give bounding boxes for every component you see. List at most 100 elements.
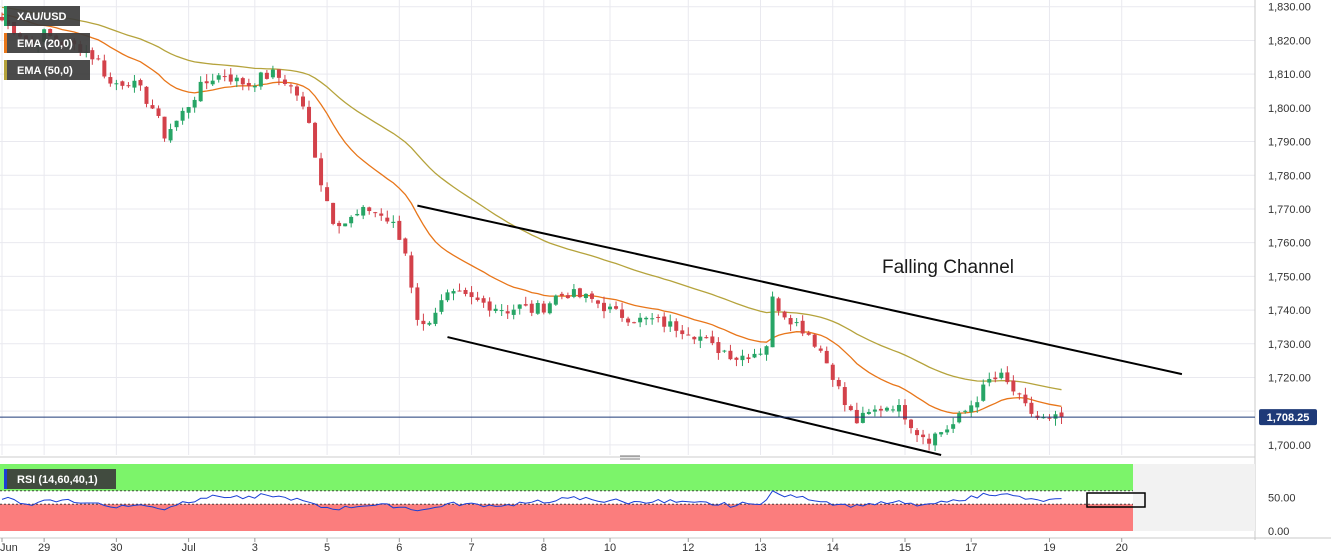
candle-body xyxy=(595,300,600,304)
candle xyxy=(945,425,950,435)
candle xyxy=(156,105,161,119)
candle-body xyxy=(830,364,835,380)
candle xyxy=(890,405,895,413)
candle xyxy=(168,123,173,143)
candle xyxy=(872,405,877,417)
candle-body xyxy=(288,85,293,87)
candle xyxy=(445,289,450,303)
candle-body xyxy=(740,355,745,361)
candle-body xyxy=(90,50,95,60)
candle-body xyxy=(758,353,763,355)
candle xyxy=(824,346,829,364)
candle xyxy=(1053,410,1058,426)
candle xyxy=(927,433,932,451)
candle xyxy=(939,431,944,437)
candle-body xyxy=(156,108,161,116)
candle-body xyxy=(909,419,914,429)
candle xyxy=(656,314,661,323)
candle-body xyxy=(216,75,221,80)
candle-body xyxy=(493,308,498,311)
candle xyxy=(577,287,582,299)
candle-body xyxy=(210,80,215,85)
candle xyxy=(806,330,811,336)
candle xyxy=(222,69,227,82)
panel-resize-handle[interactable] xyxy=(620,455,640,460)
candle xyxy=(361,205,366,220)
candle xyxy=(993,371,998,383)
candle xyxy=(108,72,113,87)
candle xyxy=(523,296,528,307)
candle xyxy=(776,296,781,316)
candle xyxy=(90,47,95,65)
date-tick-label: 13 xyxy=(754,542,766,554)
candle-body xyxy=(939,432,944,435)
candle xyxy=(758,348,763,356)
candle xyxy=(782,310,787,320)
price-tick-label: 1,800.00 xyxy=(1268,103,1311,115)
candle xyxy=(210,73,215,86)
candle xyxy=(921,429,926,445)
candle-body xyxy=(975,402,980,408)
rsi-lower-zone xyxy=(0,504,1133,531)
candle xyxy=(981,379,986,402)
candle xyxy=(439,294,444,315)
candle-body xyxy=(337,222,342,227)
candle xyxy=(288,83,293,94)
candle xyxy=(794,317,799,327)
price-tick-label: 1,720.00 xyxy=(1268,372,1311,384)
date-tick-label: 8 xyxy=(541,542,547,554)
candle xyxy=(282,74,287,86)
candle-body xyxy=(343,223,348,227)
candle-body xyxy=(650,318,655,320)
candle xyxy=(583,293,588,303)
candle xyxy=(626,316,631,327)
candle-body xyxy=(499,310,504,312)
rsi-tick-label: 0.00 xyxy=(1268,526,1289,538)
candle-body xyxy=(439,300,444,312)
candle xyxy=(704,335,709,339)
legend-rsi-swatch xyxy=(4,469,7,489)
candle-body xyxy=(270,69,275,78)
candle-body xyxy=(782,311,787,318)
candle-body xyxy=(168,129,173,141)
candle-body xyxy=(114,83,119,85)
candle-body xyxy=(433,312,438,324)
candle-body xyxy=(951,424,956,429)
candle xyxy=(114,79,119,91)
candle-body xyxy=(511,309,516,315)
candle xyxy=(614,301,619,310)
candle-body xyxy=(812,334,817,347)
candle-body xyxy=(415,287,420,320)
candle-body xyxy=(523,304,528,306)
candle xyxy=(896,399,901,418)
candle xyxy=(818,345,823,353)
legend-symbol-swatch xyxy=(4,6,7,26)
candle-body xyxy=(198,81,203,102)
candle-body xyxy=(541,303,546,313)
candle-body xyxy=(282,79,287,85)
ema20-line-layer xyxy=(1,13,1062,414)
candle-body xyxy=(535,303,540,314)
candle xyxy=(686,327,691,336)
candle-body xyxy=(969,405,974,413)
candle xyxy=(0,12,4,22)
candle-body xyxy=(228,74,233,82)
price-axis: 1,830.00 1,820.00 1,810.00 1,800.00 1,790.00… xyxy=(1268,2,1311,452)
candle xyxy=(975,396,980,413)
candle xyxy=(668,314,673,332)
candle-body xyxy=(192,99,197,108)
candle-body xyxy=(451,291,456,294)
candle xyxy=(812,333,817,349)
rsi-line xyxy=(1,490,1062,512)
candle-body xyxy=(993,377,998,380)
channel-lower-line xyxy=(447,336,942,456)
candle-body xyxy=(752,353,757,358)
candle-body xyxy=(933,433,938,446)
candle xyxy=(174,120,179,131)
candle xyxy=(276,69,281,86)
legend-ema50: EMA (50,0) xyxy=(17,65,73,77)
candle-body xyxy=(373,212,378,214)
candle xyxy=(415,283,420,326)
candle xyxy=(698,329,703,349)
candle-body xyxy=(301,96,305,107)
